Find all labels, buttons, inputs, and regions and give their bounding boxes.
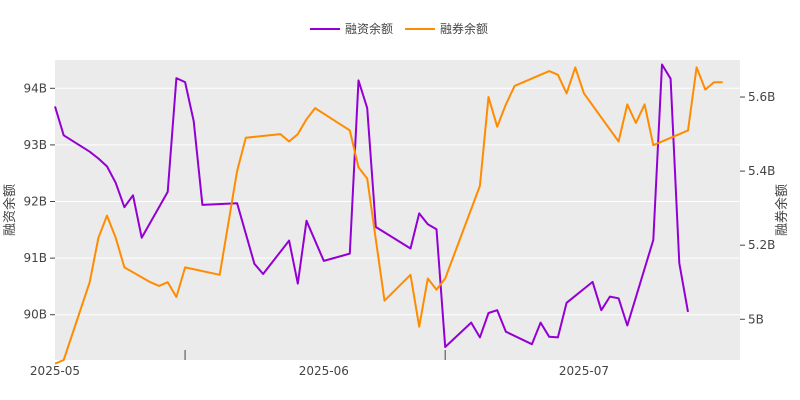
left-tick-label: 91B	[23, 251, 47, 265]
legend-label: 融券余额	[440, 21, 488, 36]
left-tick-label: 92B	[23, 195, 47, 209]
series-line-short-balance	[54, 66, 723, 365]
grid-lines	[55, 87, 740, 316]
left-tick-label: 90B	[23, 308, 47, 322]
x-tick-label: 2025-06	[299, 364, 349, 378]
legend-item: 融券余额	[405, 21, 488, 36]
axes: 90B 91B 92B 93B 94B 5B 5.2B 5.4B 5.6B 2025-05 2025…	[2, 81, 790, 378]
left-tick-label: 93B	[23, 138, 47, 152]
right-tick-label: 5B	[748, 312, 764, 326]
left-axis-title: 融资余额	[2, 184, 18, 236]
series-line-margin-balance	[54, 63, 689, 348]
left-tick-label: 94B	[23, 81, 47, 95]
right-tick-label: 5.6B	[748, 90, 775, 104]
x-tick-label: 2025-05	[30, 364, 80, 378]
legend: 融资余额 融券余额	[310, 21, 488, 36]
legend-item: 融资余额	[310, 21, 393, 36]
right-axis-title: 融券余额	[774, 184, 790, 236]
right-tick-label: 5.4B	[748, 164, 775, 178]
x-tick-label: 2025-07	[559, 364, 609, 378]
series-layer	[54, 63, 723, 365]
legend-label: 融资余额	[345, 21, 393, 36]
right-tick-label: 5.2B	[748, 238, 775, 252]
